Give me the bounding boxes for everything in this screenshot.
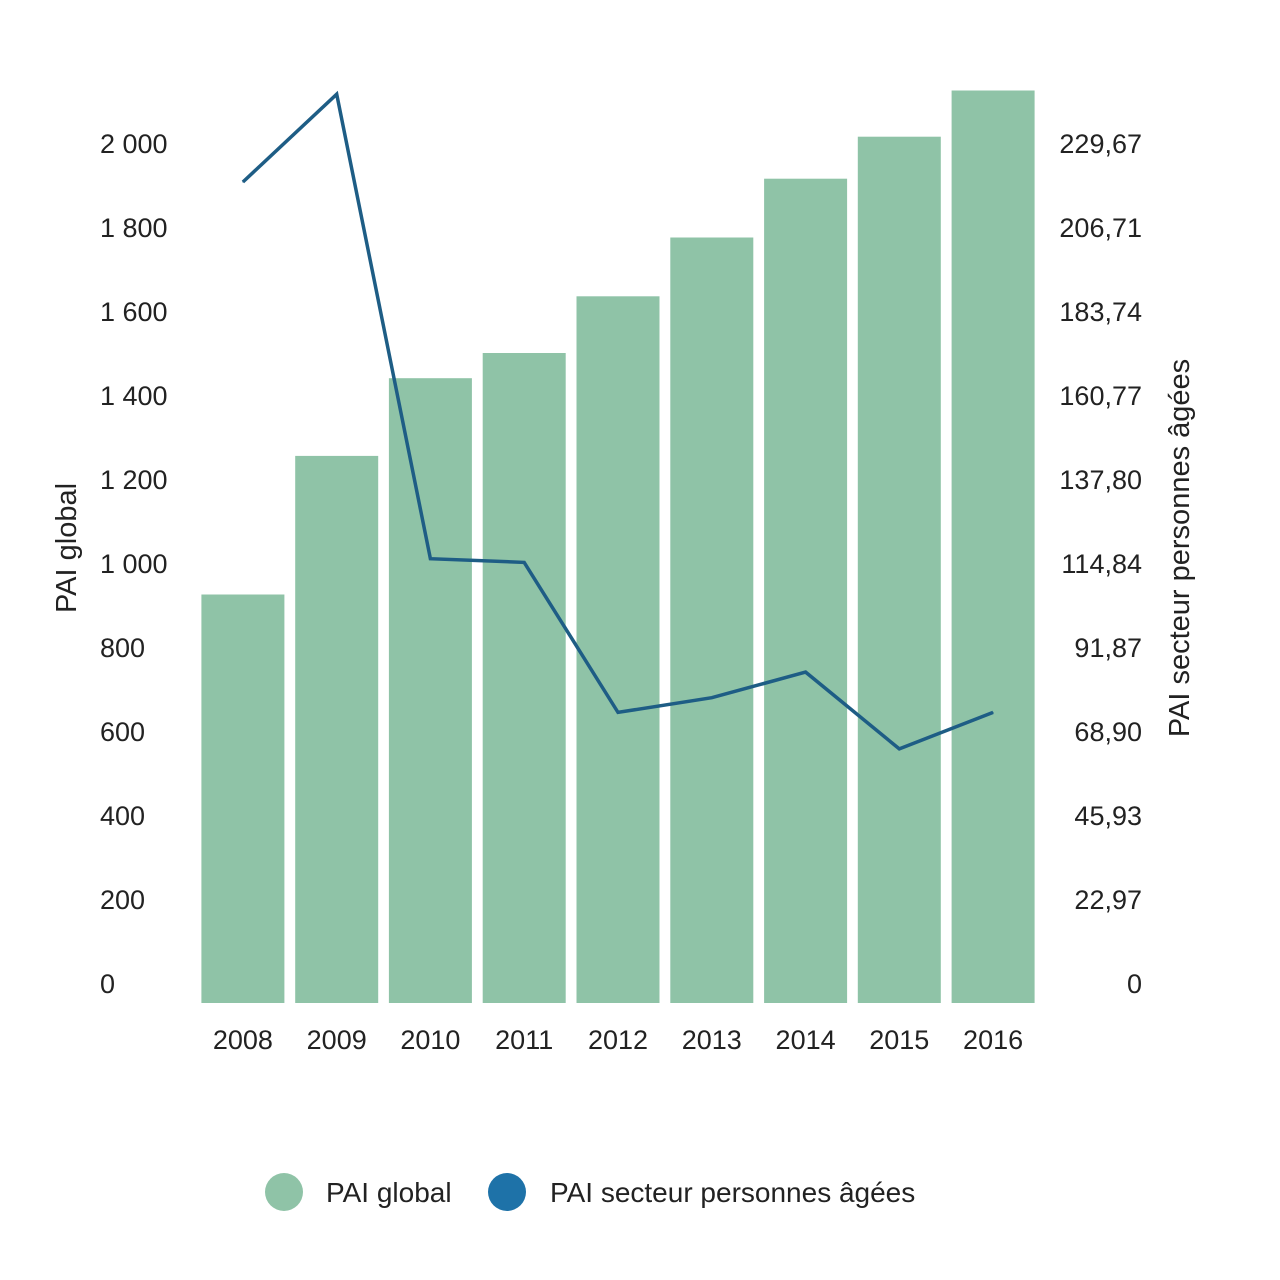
right-tick-label: 229,67 [1059,129,1142,159]
line-point-2013 [711,697,713,699]
x-axis-ticks: 2008 2009 2010 2011 2012 2013 2014 2015 2016 [213,1025,1023,1055]
line-point-2009 [336,93,338,95]
x-tick-label-2013: 2013 [682,1025,742,1055]
left-tick-label: 1 400 [100,381,168,411]
legend-marker-pai-global [265,1173,303,1211]
legend-marker-pai-secteur-personnes-agees [488,1173,526,1211]
line-point-2011 [523,561,525,563]
left-tick-label: 2 000 [100,129,168,159]
legend-label-pai-global: PAI global [326,1177,452,1208]
right-tick-label: 160,77 [1059,381,1142,411]
x-tick-label-2008: 2008 [213,1025,273,1055]
right-tick-label: 68,90 [1074,717,1142,747]
x-tick-label-2009: 2009 [307,1025,367,1055]
right-tick-label: 183,74 [1059,297,1142,327]
bar-2009 [295,455,379,1003]
x-tick-label-2011: 2011 [495,1025,553,1055]
right-tick-label: 91,87 [1074,633,1142,663]
bars-group [201,90,1035,1003]
line-point-2010 [429,558,431,560]
left-axis-title: PAI global [51,483,83,613]
left-tick-label: 800 [100,633,145,663]
left-tick-label: 1 000 [100,549,168,579]
line-point-2012 [617,711,619,713]
x-tick-label-2016: 2016 [963,1025,1023,1055]
bar-2014 [764,178,848,1003]
right-axis-ticks: 0 22,97 45,93 68,90 91,87 114,84 137,80 160,77 1… [1059,129,1142,999]
left-axis-ticks: 0 200 400 600 800 1 000 1 200 1 400 1 600 1 800 2 … [100,129,168,999]
legend: PAI global PAI secteur personnes âgées [265,1173,915,1211]
left-tick-label: 600 [100,717,145,747]
bar-2010 [388,378,472,1003]
right-axis-title: PAI secteur personnes âgées [1164,359,1196,737]
right-tick-label: 206,71 [1059,213,1142,243]
bar-2008 [201,594,285,1003]
x-tick-label-2010: 2010 [400,1025,460,1055]
line-point-2008 [242,181,244,183]
right-tick-label: 137,80 [1059,465,1142,495]
bar-2012 [576,296,660,1003]
left-tick-label: 200 [100,885,145,915]
line-point-2014 [805,671,807,673]
x-tick-label-2014: 2014 [776,1025,836,1055]
x-tick-label-2012: 2012 [588,1025,648,1055]
bar-2013 [670,237,754,1003]
bar-2015 [857,136,941,1003]
left-tick-label: 1 600 [100,297,168,327]
left-tick-label: 400 [100,801,145,831]
bar-2011 [482,353,566,1003]
left-tick-label: 1 200 [100,465,168,495]
line-series-group [241,90,994,751]
left-tick-label: 0 [100,969,115,999]
right-tick-label: 22,97 [1074,885,1142,915]
bar-2016 [951,90,1035,1003]
left-tick-label: 1 800 [100,213,168,243]
x-tick-label-2015: 2015 [869,1025,929,1055]
line-point-2015 [898,748,900,750]
legend-label-pai-secteur-personnes-agees: PAI secteur personnes âgées [550,1177,915,1208]
right-tick-label: 114,84 [1061,549,1142,579]
right-tick-label: 45,93 [1074,801,1142,831]
right-tick-label: 0 [1127,969,1142,999]
line-point-2016 [992,711,994,713]
